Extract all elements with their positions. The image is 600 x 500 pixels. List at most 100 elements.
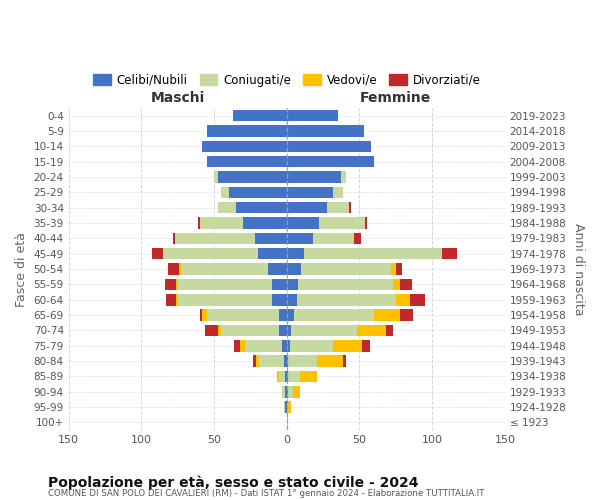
Bar xyxy=(287,110,338,122)
Bar xyxy=(280,370,285,382)
Bar xyxy=(343,356,346,367)
Bar xyxy=(287,386,288,398)
Bar xyxy=(243,218,287,229)
Bar xyxy=(198,218,200,229)
Bar xyxy=(287,248,304,260)
Bar xyxy=(287,324,291,336)
Bar xyxy=(173,232,175,244)
Bar xyxy=(386,324,393,336)
Bar xyxy=(293,386,300,398)
Bar xyxy=(288,370,300,382)
Bar xyxy=(236,202,287,213)
Bar xyxy=(297,294,396,306)
Text: Femmine: Femmine xyxy=(360,91,431,105)
Bar xyxy=(272,294,287,306)
Bar xyxy=(287,310,294,321)
Bar xyxy=(287,370,288,382)
Bar xyxy=(365,218,367,229)
Bar xyxy=(163,248,257,260)
Legend: Celibi/Nubili, Coniugati/e, Vedovi/e, Divorziati/e: Celibi/Nubili, Coniugati/e, Vedovi/e, Di… xyxy=(88,69,485,91)
Bar xyxy=(301,264,391,275)
Bar xyxy=(333,340,362,351)
Bar xyxy=(287,126,364,137)
Bar xyxy=(164,278,176,290)
Bar xyxy=(280,310,287,321)
Bar xyxy=(207,310,280,321)
Bar xyxy=(287,402,288,413)
Bar xyxy=(396,294,410,306)
Bar xyxy=(181,264,268,275)
Bar xyxy=(374,310,400,321)
Bar xyxy=(288,356,317,367)
Bar xyxy=(328,202,349,213)
Bar xyxy=(333,186,343,198)
Bar xyxy=(283,386,285,398)
Bar xyxy=(287,356,288,367)
Bar xyxy=(285,402,287,413)
Bar xyxy=(268,264,287,275)
Bar xyxy=(280,324,287,336)
Bar xyxy=(284,402,285,413)
Bar xyxy=(287,340,290,351)
Bar xyxy=(294,310,374,321)
Bar xyxy=(287,264,301,275)
Bar xyxy=(218,324,221,336)
Bar xyxy=(284,356,287,367)
Bar xyxy=(285,370,287,382)
Bar xyxy=(391,264,396,275)
Bar xyxy=(205,324,218,336)
Bar xyxy=(317,356,343,367)
Bar xyxy=(410,294,425,306)
Bar xyxy=(167,264,179,275)
Text: Popolazione per età, sesso e stato civile - 2024: Popolazione per età, sesso e stato civil… xyxy=(48,475,419,490)
Bar xyxy=(176,294,178,306)
Bar xyxy=(221,324,280,336)
Bar xyxy=(218,202,236,213)
Bar xyxy=(287,172,341,183)
Bar xyxy=(178,294,272,306)
Bar xyxy=(240,340,245,351)
Bar xyxy=(287,294,297,306)
Bar xyxy=(176,278,178,290)
Bar xyxy=(400,278,412,290)
Bar xyxy=(245,340,283,351)
Bar xyxy=(259,356,284,367)
Bar xyxy=(179,264,181,275)
Bar xyxy=(255,232,287,244)
Bar xyxy=(287,278,298,290)
Bar xyxy=(287,232,313,244)
Bar xyxy=(319,218,365,229)
Bar xyxy=(285,386,287,398)
Bar xyxy=(442,248,457,260)
Bar xyxy=(175,232,255,244)
Bar xyxy=(202,140,287,152)
Bar xyxy=(207,126,287,137)
Bar xyxy=(202,310,207,321)
Bar xyxy=(313,232,353,244)
Bar xyxy=(362,340,370,351)
Bar xyxy=(235,340,240,351)
Bar xyxy=(288,386,293,398)
Bar xyxy=(300,370,317,382)
Bar xyxy=(349,202,351,213)
Bar xyxy=(341,172,346,183)
Bar xyxy=(298,278,393,290)
Bar xyxy=(353,232,361,244)
Bar xyxy=(152,248,163,260)
Bar xyxy=(253,356,256,367)
Bar xyxy=(257,248,287,260)
Bar xyxy=(218,172,287,183)
Bar xyxy=(166,294,176,306)
Bar xyxy=(304,248,442,260)
Bar xyxy=(287,140,371,152)
Y-axis label: Fasce di età: Fasce di età xyxy=(15,232,28,306)
Bar xyxy=(400,310,413,321)
Bar xyxy=(287,416,288,428)
Text: COMUNE DI SAN POLO DEI CAVALIERI (RM) - Dati ISTAT 1° gennaio 2024 - Elaborazion: COMUNE DI SAN POLO DEI CAVALIERI (RM) - … xyxy=(48,489,484,498)
Bar xyxy=(256,356,259,367)
Bar xyxy=(356,324,386,336)
Bar xyxy=(229,186,287,198)
Bar xyxy=(200,310,202,321)
Bar xyxy=(233,110,287,122)
Bar xyxy=(396,264,401,275)
